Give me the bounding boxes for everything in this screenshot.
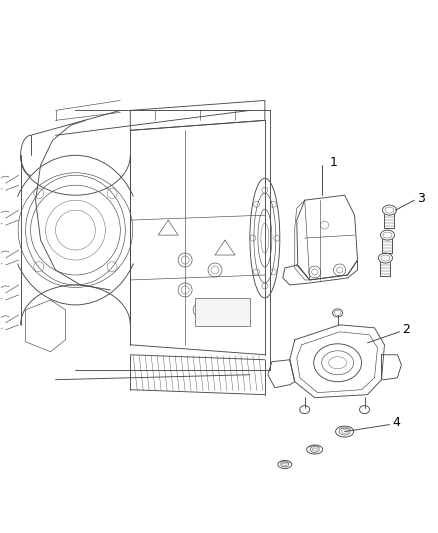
Text: 1: 1 [330, 156, 338, 169]
Text: 3: 3 [417, 192, 425, 205]
Text: 4: 4 [392, 416, 400, 429]
FancyBboxPatch shape [195, 298, 250, 326]
Text: 2: 2 [403, 324, 410, 336]
